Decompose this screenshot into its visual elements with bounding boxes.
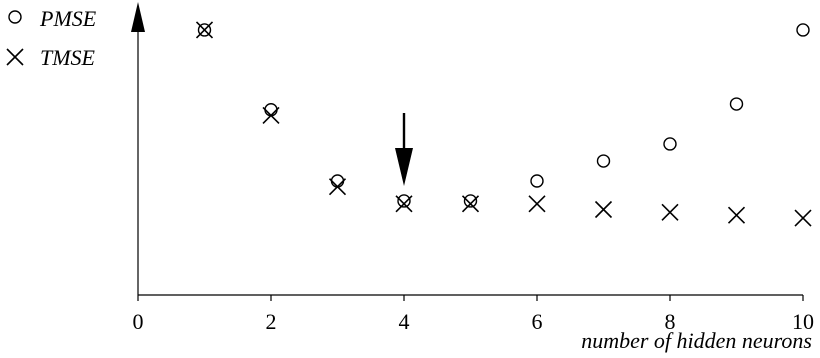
legend-marker-tmse [6,48,24,66]
pmse-point-8 [663,137,677,151]
tmse-point-4 [395,195,413,213]
tmse-point-10 [794,209,812,227]
tmse-point-3 [328,178,347,196]
tmse-point-1 [195,21,214,39]
data-marks [195,21,812,227]
tmse-point-2 [262,106,280,125]
annotation-arrow-head [395,148,413,186]
annotations [395,113,413,186]
pmse-point-1 [197,23,212,37]
x-tick-label-2: 2 [266,309,277,334]
pmse-point-4 [397,194,411,208]
pmse-point-7 [596,154,611,168]
x-tick-label-8: 8 [665,309,676,334]
tmse-point-7 [594,200,613,219]
pmse-point-3 [330,174,345,188]
pmse-point-9 [729,97,744,111]
legend-marker-pmse [8,10,22,24]
legend-label-tmse: TMSE [40,45,96,70]
tmse-point-6 [528,195,546,213]
axes [131,2,803,296]
tmse-point-8 [661,203,679,221]
pmse-point-10 [796,23,810,37]
x-tick-label-10: 10 [792,309,814,334]
pmse-point-2 [264,103,278,117]
tmse-point-5 [461,195,480,213]
x-tick-label-6: 6 [532,309,543,334]
pmse-point-5 [463,194,478,208]
legend-label-pmse: PMSE [39,6,97,31]
pmse-point-6 [530,174,544,188]
legend-cross-icon [6,48,24,66]
x-tick-label-0: 0 [133,309,144,334]
x-axis-label: number of hidden neurons [581,328,812,353]
legend: PMSE TMSE [6,6,97,70]
legend-circle-icon [8,10,22,24]
y-axis-arrowhead [131,2,145,32]
x-ticks: 0 2 4 6 8 10 [133,295,814,334]
tmse-point-9 [727,206,746,224]
x-tick-label-4: 4 [399,309,410,334]
